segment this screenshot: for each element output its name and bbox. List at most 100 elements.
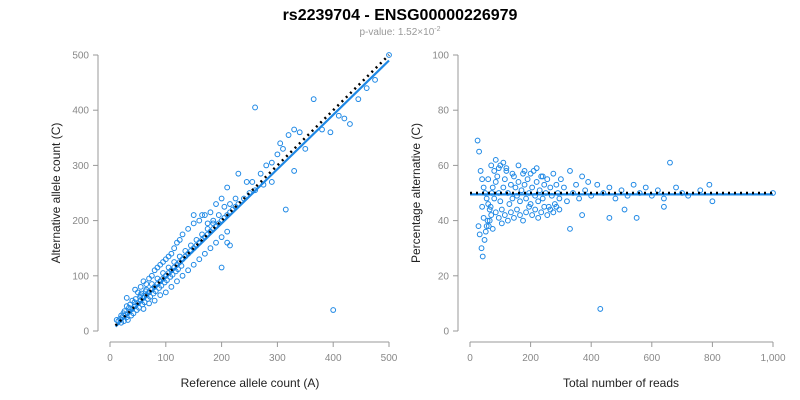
y-tick-label: 100: [72, 271, 89, 282]
data-point: [140, 306, 147, 312]
data-point: [148, 281, 155, 287]
data-point: [347, 121, 353, 127]
data-point: [508, 209, 514, 216]
data-point: [372, 76, 378, 83]
data-point: [475, 223, 482, 230]
data-point: [480, 184, 487, 191]
data-point: [124, 317, 131, 323]
trend-lines: [114, 54, 390, 328]
y-tick-label: 0: [83, 327, 89, 338]
data-point: [556, 195, 563, 202]
data-point: [335, 112, 342, 119]
data-point: [154, 275, 161, 282]
reference-line: [114, 54, 390, 327]
data-point: [521, 181, 528, 188]
data-point: [667, 159, 673, 166]
data-point: [515, 162, 522, 169]
y-tick-label: 20: [438, 271, 450, 282]
data-point: [130, 310, 137, 317]
data-point: [476, 231, 483, 238]
data-point: [661, 195, 667, 202]
data-point: [567, 225, 573, 232]
x-tick-label: 0: [107, 353, 113, 364]
data-point: [196, 256, 203, 263]
data-point: [201, 212, 208, 218]
data-point: [492, 179, 499, 185]
data-point: [179, 272, 186, 279]
data-point: [146, 300, 152, 307]
data-point: [285, 132, 292, 138]
data-point: [661, 203, 667, 210]
data-point: [518, 187, 525, 194]
data-point: [477, 168, 484, 174]
data-point: [199, 231, 205, 238]
data-point: [151, 297, 158, 304]
data-point: [501, 212, 508, 218]
y-tick-label: 100: [432, 51, 449, 62]
data-point: [268, 179, 275, 185]
data-point: [282, 206, 289, 213]
data-point: [221, 203, 228, 210]
data-point: [530, 168, 537, 174]
data-point: [489, 225, 496, 232]
data-point: [201, 250, 208, 257]
data-point: [498, 220, 505, 227]
data-point: [533, 179, 540, 185]
pvalue-exponent: -2: [434, 26, 440, 33]
data-point: [165, 253, 172, 260]
data-point: [330, 307, 337, 313]
data-point: [310, 96, 317, 103]
data-point: [489, 184, 496, 191]
data-point: [606, 184, 613, 191]
x-tick-label: 100: [157, 353, 174, 364]
data-point: [224, 184, 231, 191]
data-point: [188, 242, 194, 249]
data-point: [143, 281, 150, 287]
data-point: [185, 267, 192, 274]
data-point: [579, 173, 586, 180]
data-point: [174, 239, 180, 246]
data-point: [508, 181, 514, 188]
data-point: [630, 181, 637, 188]
data-point: [541, 203, 548, 210]
data-point: [506, 201, 513, 207]
data-point: [483, 223, 490, 230]
data-point: [137, 293, 144, 300]
data-point: [512, 184, 519, 191]
data-point: [536, 187, 543, 194]
data-point: [576, 195, 582, 202]
data-point: [227, 242, 233, 249]
data-point: [509, 195, 516, 202]
data-point: [227, 201, 233, 207]
data-point: [709, 198, 716, 205]
data-point: [633, 214, 640, 221]
data-point: [162, 289, 169, 296]
data-point: [501, 176, 508, 183]
pvalue-mantissa: p-value: 1.52×10: [359, 27, 434, 38]
data-point: [492, 209, 499, 216]
data-point: [132, 286, 139, 293]
data-point: [160, 259, 166, 265]
data-point: [579, 212, 586, 218]
data-point: [673, 184, 679, 191]
data-point: [291, 126, 298, 133]
data-point: [193, 237, 200, 243]
data-point: [541, 181, 548, 188]
data-point: [138, 290, 145, 297]
data-point: [204, 220, 211, 227]
x-tick-label: 0: [467, 353, 473, 364]
data-point: [612, 195, 619, 202]
data-point: [210, 217, 217, 224]
data-point: [481, 237, 488, 243]
data-point: [162, 256, 169, 263]
data-point: [190, 212, 197, 218]
data-point: [523, 209, 529, 216]
data-point: [146, 275, 152, 282]
data-point: [249, 179, 256, 185]
data-point: [363, 85, 370, 92]
data-point: [526, 203, 532, 210]
data-point: [504, 217, 511, 224]
data-point: [224, 239, 231, 246]
data-point: [274, 151, 281, 158]
data-point: [207, 209, 214, 216]
